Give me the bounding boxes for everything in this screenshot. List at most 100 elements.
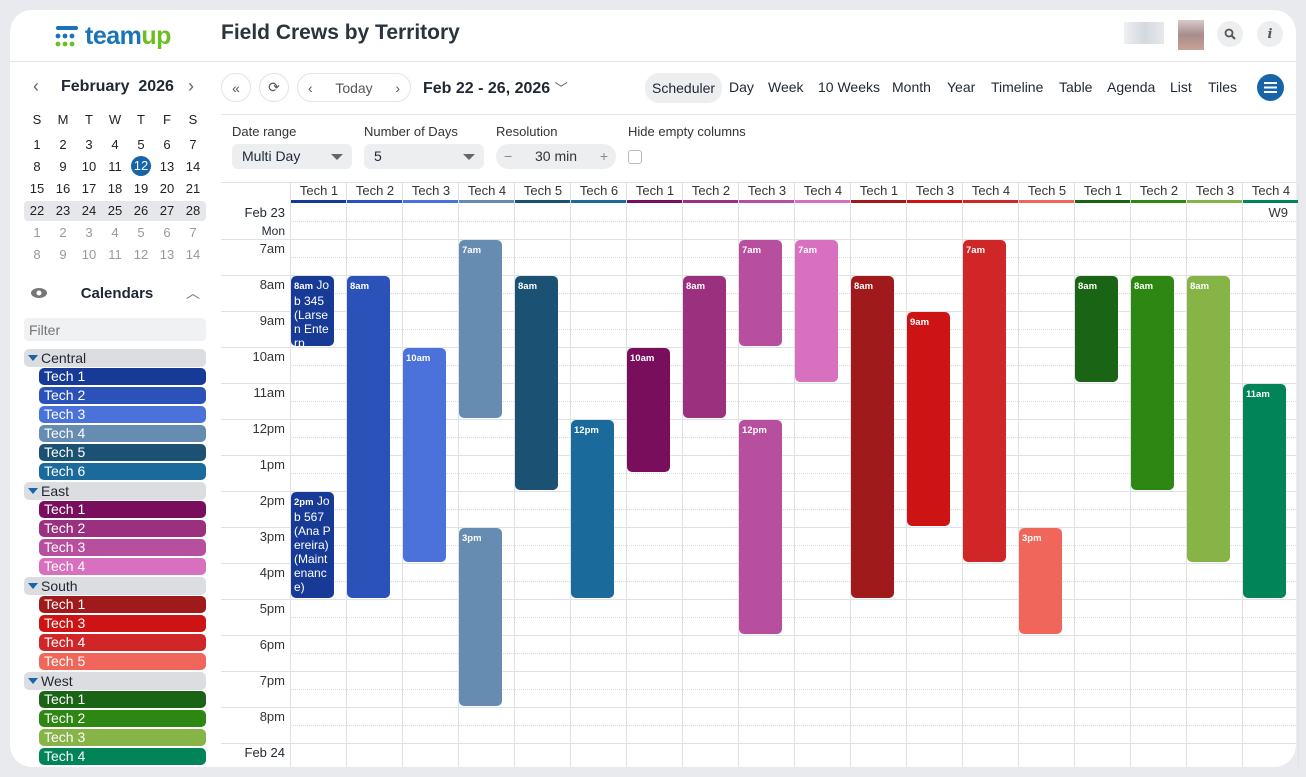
day-cell[interactable]: 18 xyxy=(102,181,128,196)
view-tab-agenda[interactable]: Agenda xyxy=(1107,79,1156,95)
day-cell[interactable]: 24 xyxy=(76,203,102,218)
avatar[interactable] xyxy=(1178,20,1204,50)
calendar-item[interactable]: Tech 3 xyxy=(39,539,206,556)
calendar-item[interactable]: Tech 4 xyxy=(39,558,206,575)
day-cell[interactable]: 11 xyxy=(102,247,128,262)
event[interactable]: 2pm Job 567 (Ana Pereira) (Maintenance) xyxy=(291,492,334,598)
view-tab-month[interactable]: Month xyxy=(892,79,931,95)
info-button[interactable]: i xyxy=(1257,21,1283,47)
event[interactable]: 7am xyxy=(459,240,502,418)
calendar-item[interactable]: Tech 1 xyxy=(39,596,206,613)
calendar-item[interactable]: Tech 1 xyxy=(39,501,206,518)
view-tab-list[interactable]: List xyxy=(1170,79,1192,95)
day-cell[interactable]: 6 xyxy=(154,225,180,240)
event[interactable]: 7am xyxy=(795,240,838,382)
event[interactable]: 8am xyxy=(683,276,726,418)
day-cell[interactable]: 1 xyxy=(24,137,50,152)
search-button[interactable] xyxy=(1217,21,1243,47)
today-button[interactable]: Today xyxy=(335,79,373,96)
day-cell[interactable]: 19 xyxy=(128,181,154,196)
calendar-item[interactable]: Tech 1 xyxy=(39,368,206,385)
event[interactable]: 8am Job 345 (Larsen Enterp xyxy=(291,276,334,346)
day-cell[interactable]: 17 xyxy=(76,181,102,196)
event[interactable]: 3pm xyxy=(459,528,502,706)
view-tab-year[interactable]: Year xyxy=(947,79,976,95)
day-cell[interactable]: 5 xyxy=(128,225,154,240)
day-cell[interactable]: 26 xyxy=(128,203,154,218)
day-cell[interactable]: 3 xyxy=(76,225,102,240)
view-tab-scheduler[interactable]: Scheduler xyxy=(645,73,723,103)
day-cell[interactable]: 12 xyxy=(128,156,154,176)
eye-icon[interactable] xyxy=(30,287,48,299)
day-cell[interactable]: 13 xyxy=(154,159,180,174)
day-cell[interactable]: 9 xyxy=(50,247,76,262)
calendar-item[interactable]: Tech 4 xyxy=(39,425,206,442)
next-month-button[interactable]: › xyxy=(188,76,194,96)
calendar-item[interactable]: Tech 2 xyxy=(39,387,206,404)
event[interactable]: 8am xyxy=(1187,276,1230,562)
day-cell[interactable]: 22 xyxy=(24,203,50,218)
calendar-group-south[interactable]: South xyxy=(24,577,206,595)
prev-button[interactable]: ‹ xyxy=(308,79,313,96)
day-cell[interactable]: 16 xyxy=(50,181,76,196)
calendar-item[interactable]: Tech 3 xyxy=(39,729,206,746)
day-cell[interactable]: 2 xyxy=(50,137,76,152)
calendar-item[interactable]: Tech 1 xyxy=(39,691,206,708)
number-of-days-select[interactable]: 5 xyxy=(364,144,484,169)
event[interactable]: 10am xyxy=(627,348,670,472)
event[interactable]: 7am xyxy=(739,240,782,346)
date-range-picker[interactable]: Feb 22 - 26, 2026 ﹀ xyxy=(423,78,568,98)
event[interactable]: 12pm xyxy=(739,420,782,634)
day-cell[interactable]: 14 xyxy=(180,159,206,174)
calendar-item[interactable]: Tech 3 xyxy=(39,615,206,632)
calendar-item[interactable]: Tech 4 xyxy=(39,748,206,765)
day-cell[interactable]: 21 xyxy=(180,181,206,196)
refresh-button[interactable]: ⟳ xyxy=(259,73,289,102)
menu-button[interactable] xyxy=(1257,74,1284,101)
event[interactable]: 8am xyxy=(851,276,894,598)
chevron-up-icon[interactable]: ︿ xyxy=(185,285,200,301)
view-tab-week[interactable]: Week xyxy=(768,79,804,95)
calendar-item[interactable]: Tech 3 xyxy=(39,406,206,423)
event[interactable]: 12pm xyxy=(571,420,614,598)
event[interactable]: 7am xyxy=(963,240,1006,562)
day-cell[interactable]: 25 xyxy=(102,203,128,218)
view-tab-10-weeks[interactable]: 10 Weeks xyxy=(818,79,880,95)
day-cell[interactable]: 9 xyxy=(50,159,76,174)
calendar-item[interactable]: Tech 2 xyxy=(39,520,206,537)
calendar-group-west[interactable]: West xyxy=(24,672,206,690)
event[interactable]: 8am xyxy=(1075,276,1118,382)
day-cell[interactable]: 11 xyxy=(102,159,128,174)
day-cell[interactable]: 7 xyxy=(180,225,206,240)
day-cell[interactable]: 3 xyxy=(76,137,102,152)
calendar-group-east[interactable]: East xyxy=(24,482,206,500)
day-cell[interactable]: 13 xyxy=(154,247,180,262)
event[interactable]: 8am xyxy=(347,276,390,598)
next-button[interactable]: › xyxy=(395,79,400,96)
collapse-sidebar-button[interactable]: « xyxy=(221,73,251,102)
hide-empty-columns-checkbox[interactable] xyxy=(628,150,642,164)
event[interactable]: 8am xyxy=(1131,276,1174,490)
view-tab-timeline[interactable]: Timeline xyxy=(991,79,1044,95)
day-cell[interactable]: 5 xyxy=(128,137,154,152)
day-cell[interactable]: 14 xyxy=(180,247,206,262)
day-cell[interactable]: 12 xyxy=(128,247,154,262)
increase-button[interactable]: + xyxy=(599,148,608,164)
day-cell[interactable]: 2 xyxy=(50,225,76,240)
day-cell[interactable]: 7 xyxy=(180,137,206,152)
decrease-button[interactable]: − xyxy=(504,148,513,164)
calendar-item[interactable]: Tech 2 xyxy=(39,710,206,727)
day-cell[interactable]: 10 xyxy=(76,247,102,262)
event[interactable]: 11am xyxy=(1243,384,1286,598)
day-cell[interactable]: 8 xyxy=(24,247,50,262)
view-tab-table[interactable]: Table xyxy=(1059,79,1093,95)
day-cell[interactable]: 1 xyxy=(24,225,50,240)
calendar-item[interactable]: Tech 5 xyxy=(39,444,206,461)
event[interactable]: 3pm xyxy=(1019,528,1062,634)
day-cell[interactable]: 27 xyxy=(154,203,180,218)
day-cell[interactable]: 28 xyxy=(180,203,206,218)
day-cell[interactable]: 15 xyxy=(24,181,50,196)
day-cell[interactable]: 8 xyxy=(24,159,50,174)
day-cell[interactable]: 6 xyxy=(154,137,180,152)
calendar-item[interactable]: Tech 5 xyxy=(39,653,206,670)
